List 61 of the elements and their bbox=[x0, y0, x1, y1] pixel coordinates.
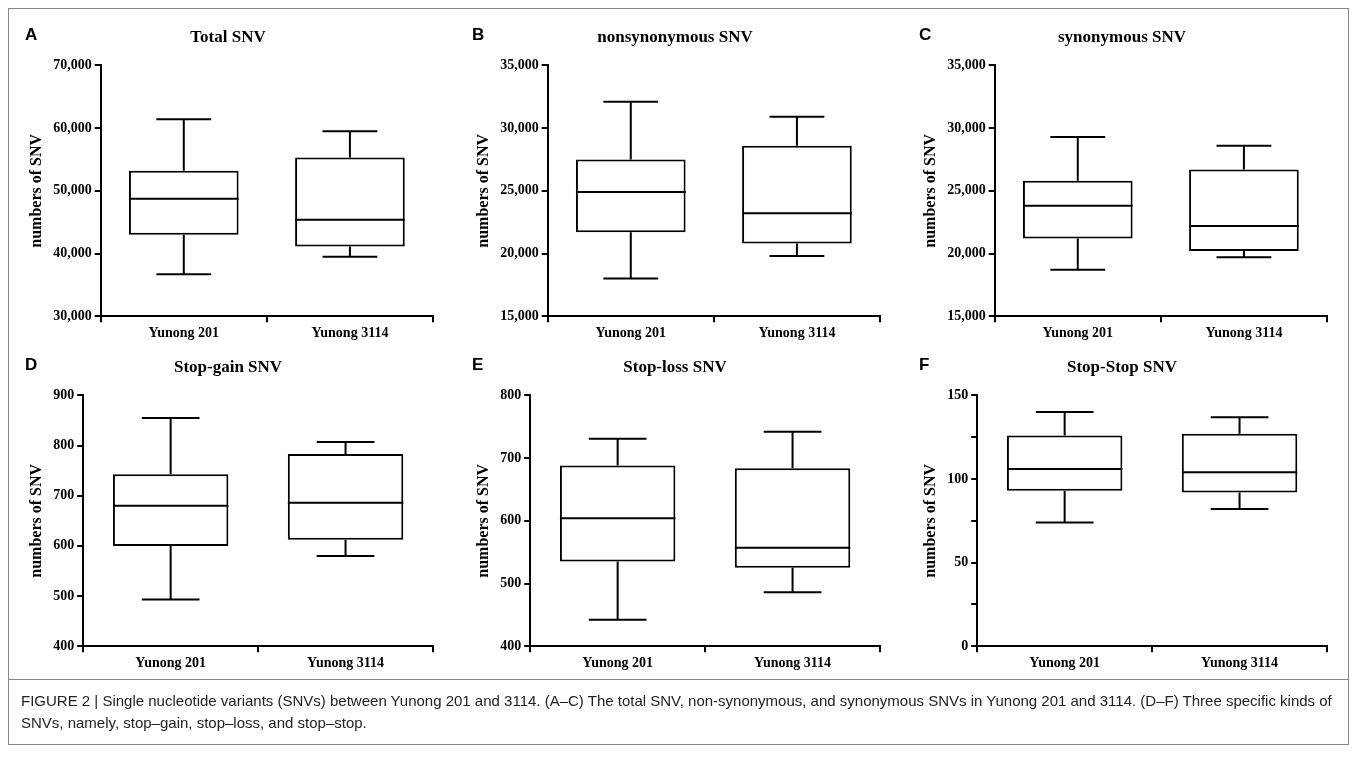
x-tick-label: Yunong 3114 bbox=[758, 325, 836, 341]
y-tick-label: 700 bbox=[500, 449, 522, 465]
y-tick-label: 35,000 bbox=[500, 57, 539, 73]
y-tick-label: 50,000 bbox=[53, 182, 92, 198]
y-tick-label: 15,000 bbox=[947, 307, 986, 323]
y-tick-label: 35,000 bbox=[947, 57, 986, 73]
y-axis-title: numbers of SNV bbox=[26, 463, 44, 578]
x-tick-label: Yunong 201 bbox=[135, 655, 206, 671]
y-axis-title: numbers of SNV bbox=[920, 463, 938, 578]
x-tick-label: Yunong 3114 bbox=[1205, 325, 1283, 341]
text: D bbox=[25, 355, 38, 375]
y-tick-label: 800 bbox=[500, 387, 522, 403]
y-axis-title: numbers of SNV bbox=[920, 133, 938, 248]
y-tick-label: 25,000 bbox=[500, 182, 539, 198]
chart-title: Total SNV bbox=[190, 26, 267, 46]
x-tick-label: Yunong 3114 bbox=[1201, 655, 1279, 671]
y-tick-label: 20,000 bbox=[500, 245, 539, 261]
y-tick-label: 100 bbox=[947, 470, 969, 486]
x-tick-label: Yunong 3114 bbox=[307, 655, 385, 671]
y-tick-label: 700 bbox=[53, 487, 75, 503]
y-tick-label: 0 bbox=[961, 637, 969, 653]
chart-title: Stop-gain SNV bbox=[173, 356, 283, 376]
y-axis-title: numbers of SNV bbox=[473, 133, 491, 248]
y-tick-label: 30,000 bbox=[53, 307, 92, 323]
x-tick-label: Yunong 201 bbox=[1042, 325, 1114, 341]
x-tick-label: Yunong 3114 bbox=[754, 655, 832, 671]
y-axis-title: numbers of SNV bbox=[473, 463, 491, 578]
y-tick-label: 400 bbox=[500, 637, 522, 653]
y-tick-label: 30,000 bbox=[500, 119, 539, 135]
y-tick-label: 800 bbox=[53, 437, 75, 453]
y-axis-title: numbers of SNV bbox=[26, 133, 44, 248]
y-tick-label: 600 bbox=[53, 537, 75, 553]
text: E bbox=[472, 355, 484, 375]
text: F bbox=[919, 355, 930, 375]
y-tick-label: 15,000 bbox=[500, 307, 539, 323]
x-tick-label: Yunong 201 bbox=[1029, 655, 1100, 671]
chart-title: Stop-Stop SNV bbox=[1066, 356, 1178, 376]
y-tick-label: 150 bbox=[947, 387, 969, 403]
y-tick-label: 25,000 bbox=[947, 182, 986, 198]
text: B bbox=[472, 25, 485, 45]
x-tick-label: Yunong 201 bbox=[148, 325, 220, 341]
text: C bbox=[919, 25, 932, 45]
x-tick-label: Yunong 201 bbox=[595, 325, 667, 341]
y-tick-label: 500 bbox=[53, 587, 75, 603]
x-tick-label: Yunong 3114 bbox=[311, 325, 389, 341]
y-tick-label: 20,000 bbox=[947, 245, 986, 261]
y-tick-label: 30,000 bbox=[947, 119, 986, 135]
y-tick-label: 900 bbox=[53, 387, 75, 403]
y-tick-label: 50 bbox=[954, 554, 969, 570]
chart-title: synonymous SNV bbox=[1057, 26, 1187, 46]
y-tick-label: 600 bbox=[500, 512, 522, 528]
y-tick-label: 40,000 bbox=[53, 245, 92, 261]
caption: FIGURE 2 | Single nucleotide variants (SNVs) between Yunong 201 and 3114. (A–C) The total SNV, non-synonymous, and synonymous SNVs in Yunong 201 and 3114. (D–F) Three specific kinds of SNVs, namely, stop–gain, stop–loss, and stop–stop. bbox=[9, 679, 1348, 744]
y-tick-label: 70,000 bbox=[53, 57, 92, 73]
chart-title: nonsynonymous SNV bbox=[597, 26, 754, 46]
x-tick-label: Yunong 201 bbox=[582, 655, 653, 671]
y-tick-label: 60,000 bbox=[53, 119, 92, 135]
y-tick-label: 400 bbox=[53, 637, 75, 653]
chart-title: Stop-loss SNV bbox=[623, 356, 728, 376]
y-tick-label: 500 bbox=[500, 575, 522, 591]
text: A bbox=[25, 25, 38, 45]
